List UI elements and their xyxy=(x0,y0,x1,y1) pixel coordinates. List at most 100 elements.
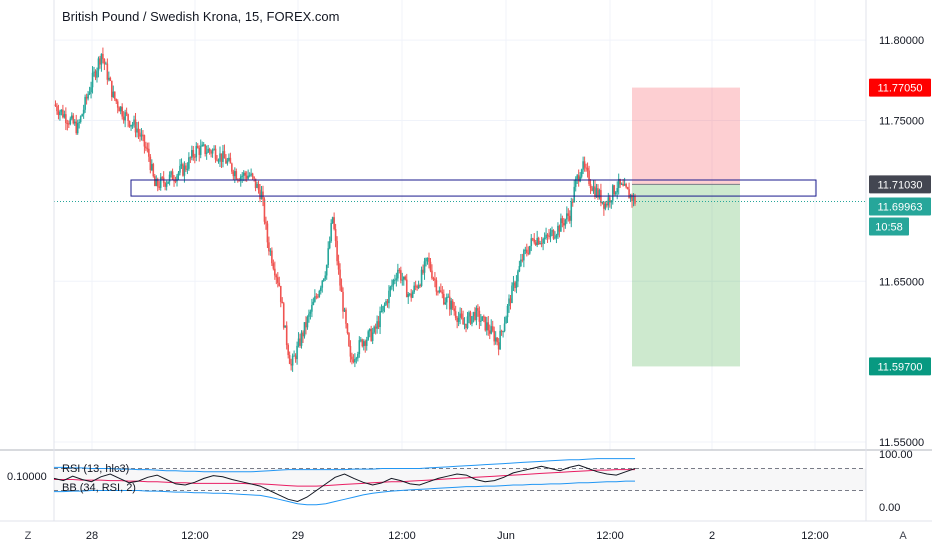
candle-body xyxy=(466,316,469,328)
candle-body xyxy=(79,116,82,123)
candle-body xyxy=(321,280,324,288)
candle-body xyxy=(302,332,304,337)
candle-body xyxy=(68,123,70,125)
candle-body xyxy=(262,191,264,200)
candle-body xyxy=(380,311,383,313)
candle-body xyxy=(480,320,482,322)
candle-body xyxy=(309,311,312,314)
candle-body xyxy=(361,339,364,347)
candle-body xyxy=(613,185,616,195)
candle-body xyxy=(435,280,438,292)
candle-body xyxy=(265,221,267,224)
price-label-timer-bg xyxy=(869,217,909,236)
candle-body xyxy=(459,313,461,318)
candle-body xyxy=(219,153,221,161)
candle-body xyxy=(358,340,361,355)
bb-upper-line xyxy=(54,458,635,473)
support-resistance-zone[interactable] xyxy=(130,179,817,197)
candle-body xyxy=(82,109,85,115)
candle-body xyxy=(108,77,110,80)
candle-body xyxy=(253,176,255,179)
candle-body xyxy=(207,148,209,153)
candle-body xyxy=(411,292,414,298)
candle-body xyxy=(554,237,556,239)
candle-body xyxy=(534,242,537,246)
price-labels: 11.77050 11.71030 11.69963 10:58 11.59700 xyxy=(869,78,931,376)
candle-body xyxy=(397,269,399,279)
candle-body xyxy=(564,219,567,226)
candle-body xyxy=(512,282,515,286)
candle-body xyxy=(496,337,498,343)
stop-loss-zone[interactable] xyxy=(632,87,740,185)
candle-body xyxy=(402,276,405,280)
candle-body xyxy=(331,217,334,224)
bb-label[interactable]: BB (34, RSI, 2) xyxy=(62,482,136,494)
candle-body xyxy=(521,259,524,261)
candle-body xyxy=(549,232,552,238)
candle-body xyxy=(450,300,453,310)
candle-body xyxy=(186,168,189,170)
candle-body xyxy=(401,279,404,281)
candle-body xyxy=(164,182,166,187)
candle-body xyxy=(91,72,94,88)
rsi-label[interactable]: RSI (13, hlc3) xyxy=(62,463,129,475)
candle-body xyxy=(614,192,617,195)
candle-body xyxy=(131,124,134,126)
candle-body xyxy=(205,152,208,154)
candle-body xyxy=(177,172,180,176)
candle-body xyxy=(625,184,627,188)
candle-body xyxy=(628,189,630,199)
candle-body xyxy=(576,175,578,179)
timezone-button[interactable] xyxy=(18,525,38,545)
candle-body xyxy=(194,156,196,158)
x-tick-label: 2 xyxy=(709,530,715,542)
candle-body xyxy=(398,269,401,271)
candle-body xyxy=(57,111,60,116)
candle-body xyxy=(149,156,152,171)
candle-body xyxy=(441,292,444,294)
candle-body xyxy=(109,77,112,81)
candle-body xyxy=(188,157,190,169)
candle-body xyxy=(225,158,227,164)
candle-body xyxy=(582,161,584,170)
candle-body xyxy=(349,346,352,357)
candle-body xyxy=(389,286,392,291)
candle-body xyxy=(127,114,129,121)
candle-body xyxy=(404,276,407,280)
candle-body xyxy=(505,317,507,324)
price-label-entry-bg xyxy=(869,175,931,194)
candle-body xyxy=(277,277,279,283)
candle-body xyxy=(558,225,561,232)
candle-body xyxy=(530,238,533,246)
candle-body xyxy=(348,333,350,347)
indicator-y-tick: 0.00 xyxy=(879,502,900,514)
candle-body xyxy=(414,285,417,287)
candle-body xyxy=(465,323,467,328)
candle-body xyxy=(278,282,281,286)
candle-body xyxy=(282,303,285,328)
timezone-button-label[interactable]: Z xyxy=(25,530,32,542)
candle-body xyxy=(376,321,378,329)
auto-scale-button-label[interactable]: A xyxy=(899,530,907,542)
candle-body xyxy=(364,341,367,346)
candle-body xyxy=(133,119,135,125)
candle-body xyxy=(634,196,636,204)
candle-body xyxy=(245,175,248,179)
candle-body xyxy=(400,270,402,281)
candle-body xyxy=(413,285,415,293)
candle-body xyxy=(241,175,244,177)
candle-body xyxy=(531,238,534,240)
candle-body xyxy=(87,94,89,99)
candle-body xyxy=(183,165,186,176)
candle-body xyxy=(503,323,506,332)
candle-body xyxy=(300,332,303,346)
candle-body xyxy=(232,171,235,177)
candle-body xyxy=(592,186,595,191)
candle-body xyxy=(607,197,610,206)
chart-title: British Pound / Swedish Krona, 15, FOREX… xyxy=(62,9,339,24)
candle-body xyxy=(447,296,450,298)
indicator-pane[interactable]: 100.00 0.00 xyxy=(53,449,913,514)
candle-body xyxy=(371,332,374,341)
take-profit-zone[interactable] xyxy=(632,184,740,367)
